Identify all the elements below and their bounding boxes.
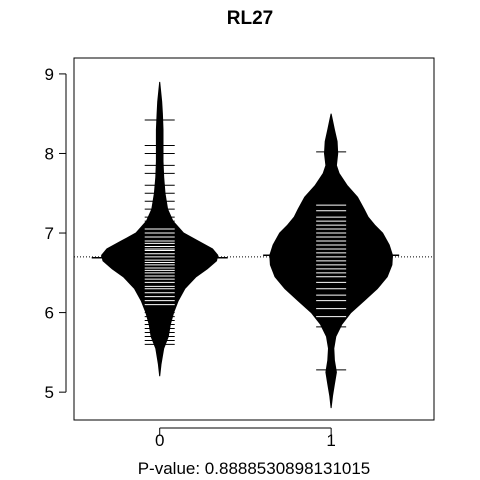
bean-1	[263, 113, 400, 409]
chart-title: RL27	[227, 8, 273, 29]
y-tick-label: 5	[45, 383, 54, 402]
x-tick-label: 1	[326, 431, 335, 450]
y-axis: 5 6 7 8 9	[45, 65, 67, 402]
beans-layer	[74, 81, 434, 409]
x-tick-label: 0	[155, 431, 164, 450]
bean-0	[91, 81, 228, 377]
y-tick-label: 7	[45, 224, 54, 243]
y-tick-label: 8	[45, 144, 54, 163]
x-axis-label: P-value: 0.8888530898131015	[138, 459, 371, 478]
y-tick-label: 6	[45, 304, 54, 323]
y-tick-label: 9	[45, 65, 54, 84]
